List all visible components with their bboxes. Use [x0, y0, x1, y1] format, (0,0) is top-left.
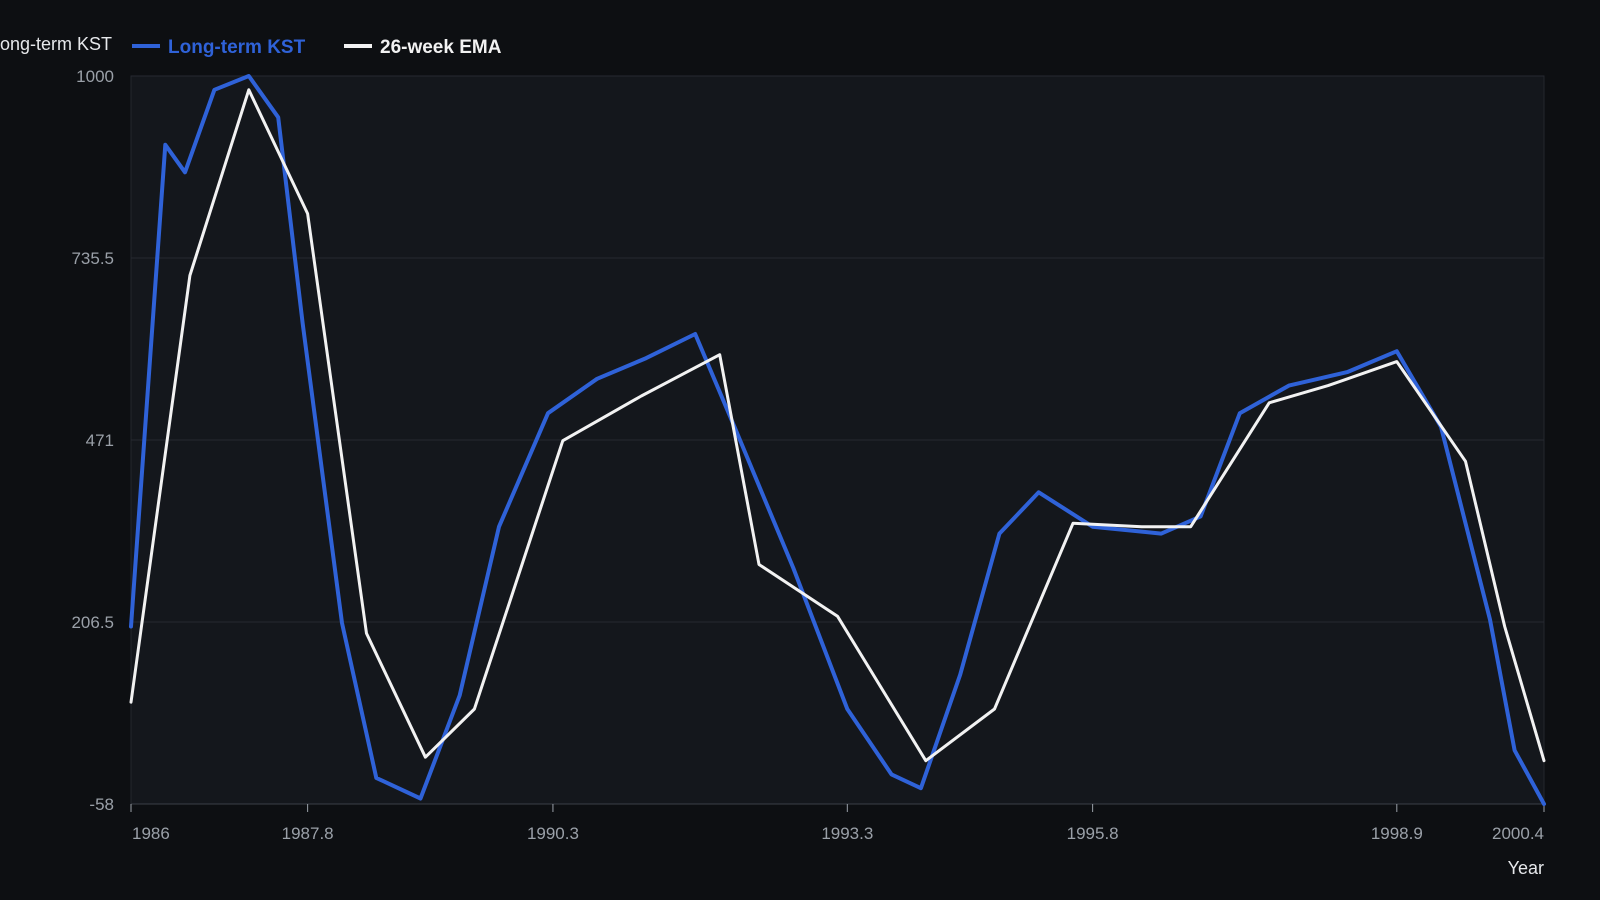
series-line-26-week-ema: [129, 88, 1546, 763]
x-tick-label: 1990.3: [527, 824, 579, 843]
series-lines: [129, 74, 1546, 806]
x-tick-label: 1995.8: [1067, 824, 1119, 843]
legend-label-26-week-ema: 26-week EMA: [380, 37, 502, 58]
x-tick-label: 1998.9: [1371, 824, 1423, 843]
y-tick-label: 1000: [76, 67, 114, 86]
y-tick-label: 735.5: [71, 249, 114, 268]
legend-label-long-term-kst: Long-term KST: [168, 37, 306, 58]
y-tick-label: -58: [89, 795, 114, 814]
x-tick-label: 1986: [132, 824, 170, 843]
y-axis: 1000 735.5 471 206.5 -58: [71, 67, 114, 814]
legend: Long-term KST Long-term KST 26-week EMA: [0, 34, 502, 58]
x-tick-label: 2000.4: [1492, 824, 1544, 843]
x-tick-label: 1987.8: [282, 824, 334, 843]
y-tick-label: 471: [86, 431, 114, 450]
x-axis-title: Year: [1508, 858, 1544, 878]
x-axis: 1986 1987.8 1990.3 1993.3 1995.8 1998.9 2000.4: [130, 803, 1545, 843]
series-line-long-term-kst: [129, 74, 1546, 806]
y-tick-label: 206.5: [71, 613, 114, 632]
legend-left-series-label: Long-term KST: [0, 34, 112, 54]
x-tick-label: 1993.3: [821, 824, 873, 843]
